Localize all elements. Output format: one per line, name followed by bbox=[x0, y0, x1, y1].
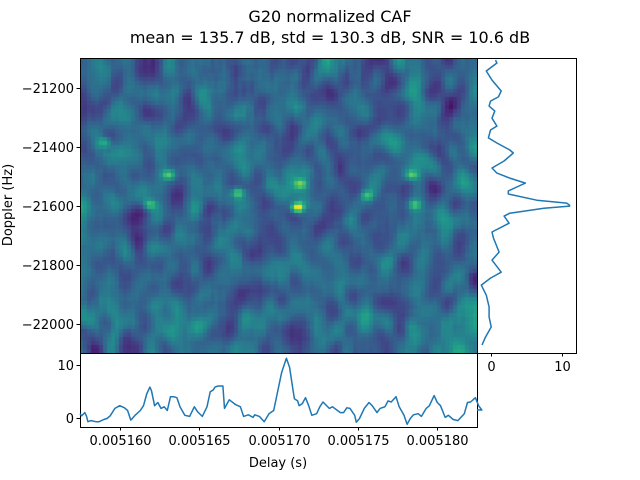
caf-heatmap bbox=[80, 58, 477, 353]
y-tick-label: −22000 bbox=[22, 318, 74, 333]
bottom-axes-frame bbox=[80, 353, 478, 428]
doppler-profile-line bbox=[480, 59, 571, 346]
y-tick-label: −21600 bbox=[22, 200, 74, 215]
x-axis-label: Delay (s) bbox=[249, 456, 307, 471]
main-axes-frame bbox=[80, 58, 478, 354]
x-tick-label: 0.005165 bbox=[168, 434, 230, 449]
y-tick-label: −21800 bbox=[22, 259, 74, 274]
y-axis-label: Doppler (Hz) bbox=[1, 164, 16, 246]
delay-profile-line bbox=[79, 357, 483, 426]
bottom-y-tick-label: 10 bbox=[57, 359, 74, 374]
chart-title: G20 normalized CAF bbox=[248, 7, 412, 26]
x-tick-label: 0.005170 bbox=[248, 434, 310, 449]
y-tick-label: −21400 bbox=[22, 141, 74, 156]
x-tick-label: 0.005180 bbox=[406, 434, 468, 449]
y-tick-label: −21200 bbox=[22, 82, 74, 97]
bottom-y-tick-label: 0 bbox=[66, 412, 74, 427]
x-tick-label: 0.005175 bbox=[327, 434, 389, 449]
right-x-tick-label: 10 bbox=[554, 360, 571, 375]
x-tick-label: 0.005160 bbox=[89, 434, 151, 449]
chart-subtitle: mean = 135.7 dB, std = 130.3 dB, SNR = 1… bbox=[129, 28, 531, 47]
right-x-tick-label: 0 bbox=[487, 360, 495, 375]
right-axes-frame bbox=[477, 58, 577, 354]
